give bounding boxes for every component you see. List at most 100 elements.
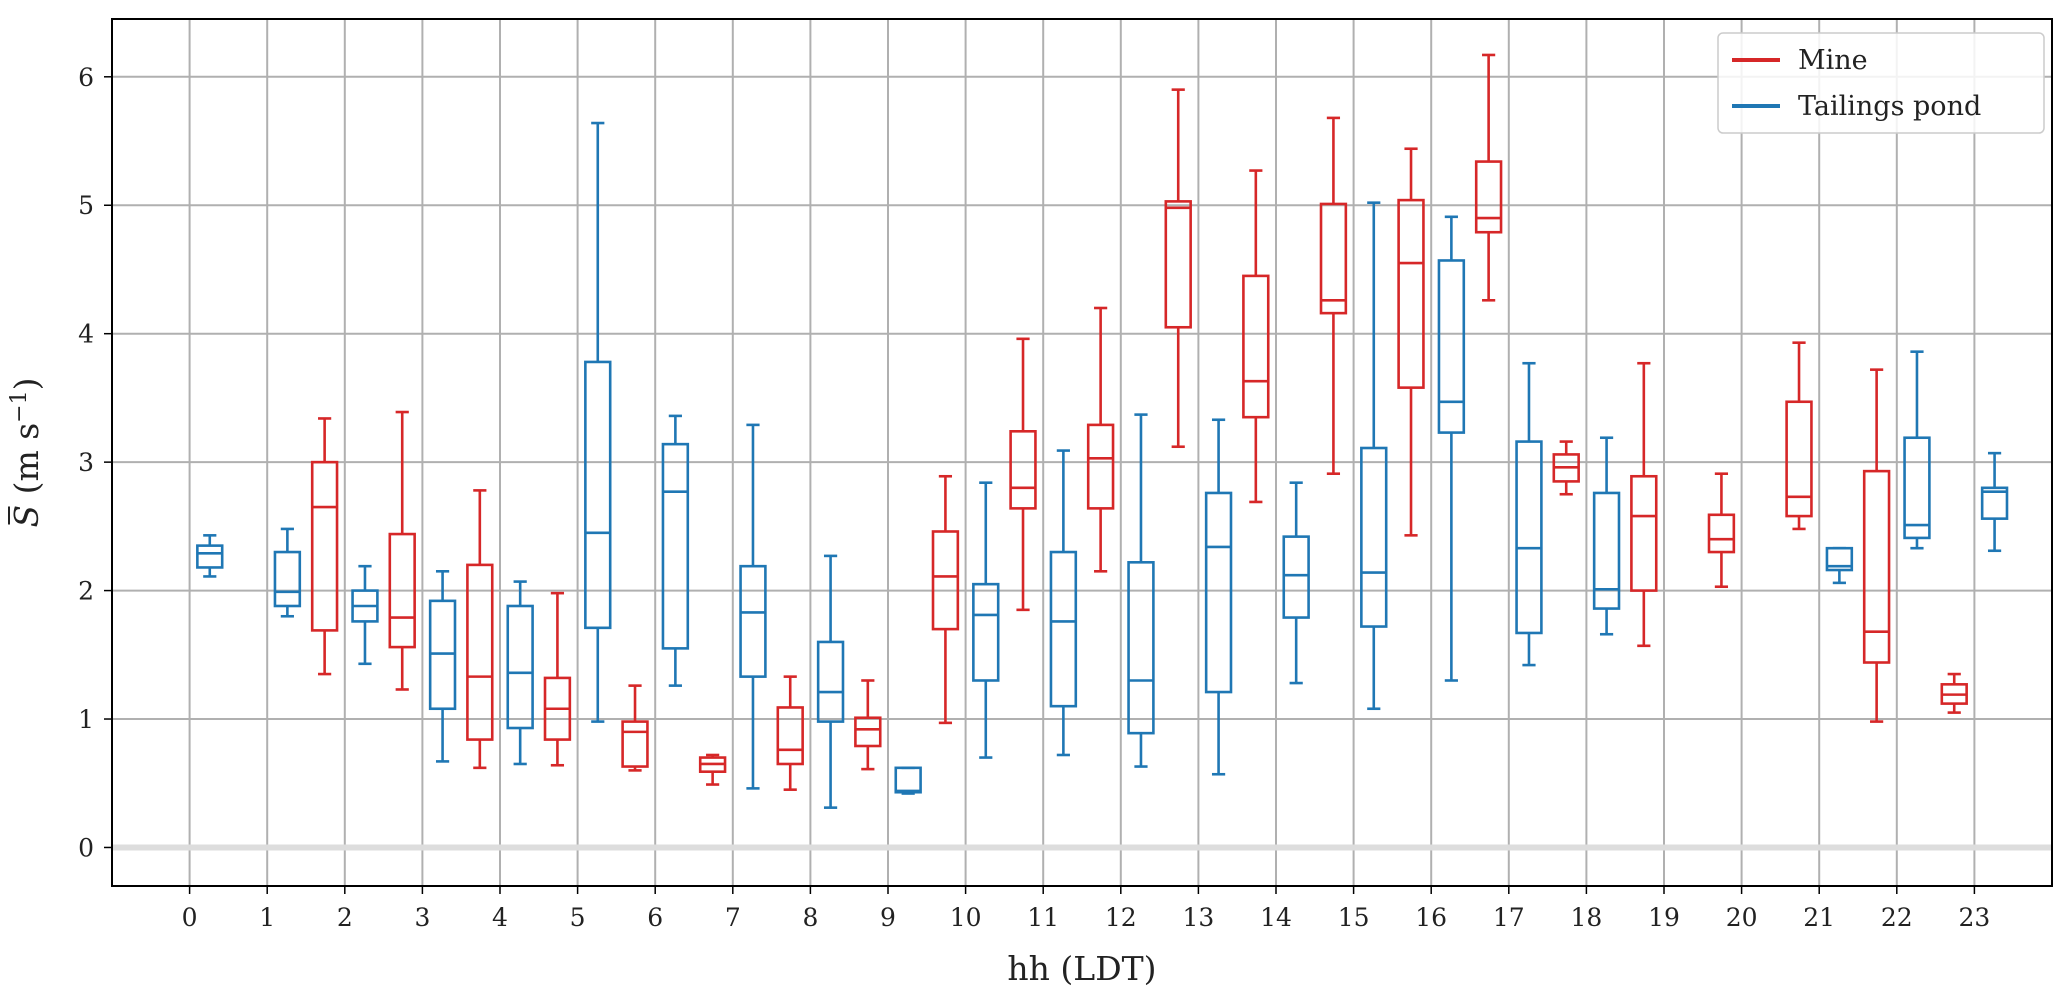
x-tick-label: 12: [1105, 903, 1137, 932]
box-mine-hour-19: [1630, 361, 1658, 648]
box-tailings-pond-hour-18: [1592, 436, 1621, 636]
iqr-box: [931, 530, 960, 631]
box-mine-hour-4: [466, 489, 494, 770]
y-axis-unit-close: ): [7, 377, 46, 390]
legend: Mine Tailings pond: [1717, 32, 2045, 134]
y-axis-label: S (m s−1): [7, 377, 46, 527]
box-mine-hour-3: [388, 410, 416, 691]
y-axis-symbol: S: [7, 505, 46, 528]
iqr-box: [621, 720, 649, 768]
iqr-box: [776, 706, 804, 766]
box-mine-hour-22: [1862, 368, 1891, 723]
iqr-box: [894, 766, 922, 794]
y-tick-label: 6: [78, 63, 94, 92]
iqr-box: [1515, 440, 1543, 635]
x-tick-label: 21: [1803, 903, 1835, 932]
box-mine-hour-17: [1474, 53, 1503, 302]
box-tailings-pond-hour-0: [196, 534, 224, 578]
x-tick-label: 3: [414, 903, 430, 932]
boxes: [196, 53, 2009, 809]
y-axis-unit-open: (m s: [7, 423, 46, 505]
box-mine-hour-2: [310, 417, 339, 676]
x-tick-label: 1: [259, 903, 275, 932]
x-tick-label: 7: [725, 903, 741, 932]
box-mine-hour-21: [1785, 341, 1813, 531]
x-tick-label: 20: [1726, 903, 1758, 932]
box-mine-hour-11: [1009, 337, 1037, 612]
iqr-box: [739, 564, 767, 678]
iqr-box: [1049, 550, 1078, 708]
x-tick-label: 8: [802, 903, 818, 932]
iqr-box: [310, 460, 339, 632]
legend-box: [1717, 32, 2045, 134]
box-tailings-pond-hour-7: [739, 423, 767, 790]
iqr-box: [196, 544, 224, 569]
box-tailings-pond-hour-13: [1204, 418, 1233, 776]
iqr-box: [1319, 202, 1348, 315]
box-tailings-pond-hour-6: [661, 414, 690, 687]
iqr-box: [466, 563, 494, 741]
box-tailings-pond-hour-14: [1282, 481, 1310, 685]
x-tick-label: 16: [1415, 903, 1447, 932]
iqr-box: [1204, 491, 1233, 694]
iqr-box: [1282, 535, 1310, 619]
box-mine-hour-16: [1397, 147, 1425, 537]
box-tailings-pond-hour-11: [1049, 449, 1078, 757]
y-tick-label: 4: [78, 320, 94, 349]
box-tailings-pond-hour-12: [1127, 413, 1155, 768]
x-tick-label: 22: [1881, 903, 1913, 932]
x-tick-label: 2: [337, 903, 353, 932]
iqr-box: [584, 360, 612, 630]
x-tick-label: 0: [182, 903, 198, 932]
box-mine-hour-15: [1319, 116, 1348, 475]
box-tailings-pond-hour-16: [1437, 215, 1466, 682]
iqr-box: [1164, 200, 1192, 329]
box-tailings-pond-hour-1: [273, 527, 302, 618]
x-tick-label: 11: [1027, 903, 1059, 932]
box-mine-hour-12: [1086, 306, 1115, 573]
x-tick-label: 23: [1958, 903, 1990, 932]
box-mine-hour-14: [1242, 169, 1270, 504]
iqr-box: [854, 716, 882, 748]
iqr-box: [1009, 430, 1037, 510]
box-tailings-pond-hour-5: [584, 121, 612, 723]
x-tick-label: 5: [570, 903, 586, 932]
y-tick-label: 2: [78, 577, 94, 606]
box-tailings-pond-hour-3: [428, 570, 457, 763]
box-tailings-pond-hour-17: [1515, 361, 1543, 667]
iqr-box: [1360, 446, 1388, 628]
box-tailings-pond-hour-15: [1360, 201, 1388, 711]
x-axis-label: hh (LDT): [1007, 949, 1156, 988]
x-tick-label: 15: [1338, 903, 1370, 932]
x-tick-label: 17: [1493, 903, 1525, 932]
y-tick-label: 1: [78, 705, 94, 734]
box-mine-hour-6: [621, 684, 649, 772]
box-mine-hour-20: [1707, 472, 1736, 589]
iqr-box: [1127, 561, 1155, 735]
iqr-box: [1825, 546, 1854, 572]
iqr-box: [1242, 274, 1270, 419]
box-tailings-pond-hour-4: [506, 580, 534, 766]
x-tick-label: 18: [1570, 903, 1602, 932]
box-tailings-pond-hour-23: [1980, 451, 2009, 553]
box-tailings-pond-hour-21: [1825, 546, 1854, 585]
x-tick-label: 19: [1648, 903, 1680, 932]
iqr-box: [661, 442, 690, 650]
y-tick-label: 3: [78, 448, 94, 477]
x-tick-label: 9: [880, 903, 896, 932]
iqr-box: [273, 550, 302, 608]
box-tailings-pond-hour-22: [1903, 350, 1931, 550]
iqr-box: [388, 532, 416, 649]
x-tick-label: 14: [1260, 903, 1292, 932]
y-tick-label: 5: [78, 191, 94, 220]
x-tick-label: 13: [1182, 903, 1214, 932]
iqr-box: [1707, 513, 1736, 554]
y-tick-label: 0: [78, 833, 94, 862]
iqr-box: [1862, 469, 1891, 664]
x-tick-label: 10: [950, 903, 982, 932]
box-mine-hour-9: [854, 679, 882, 771]
iqr-box: [1397, 198, 1425, 389]
box-mine-hour-8: [776, 675, 804, 791]
x-tick-label: 6: [647, 903, 663, 932]
